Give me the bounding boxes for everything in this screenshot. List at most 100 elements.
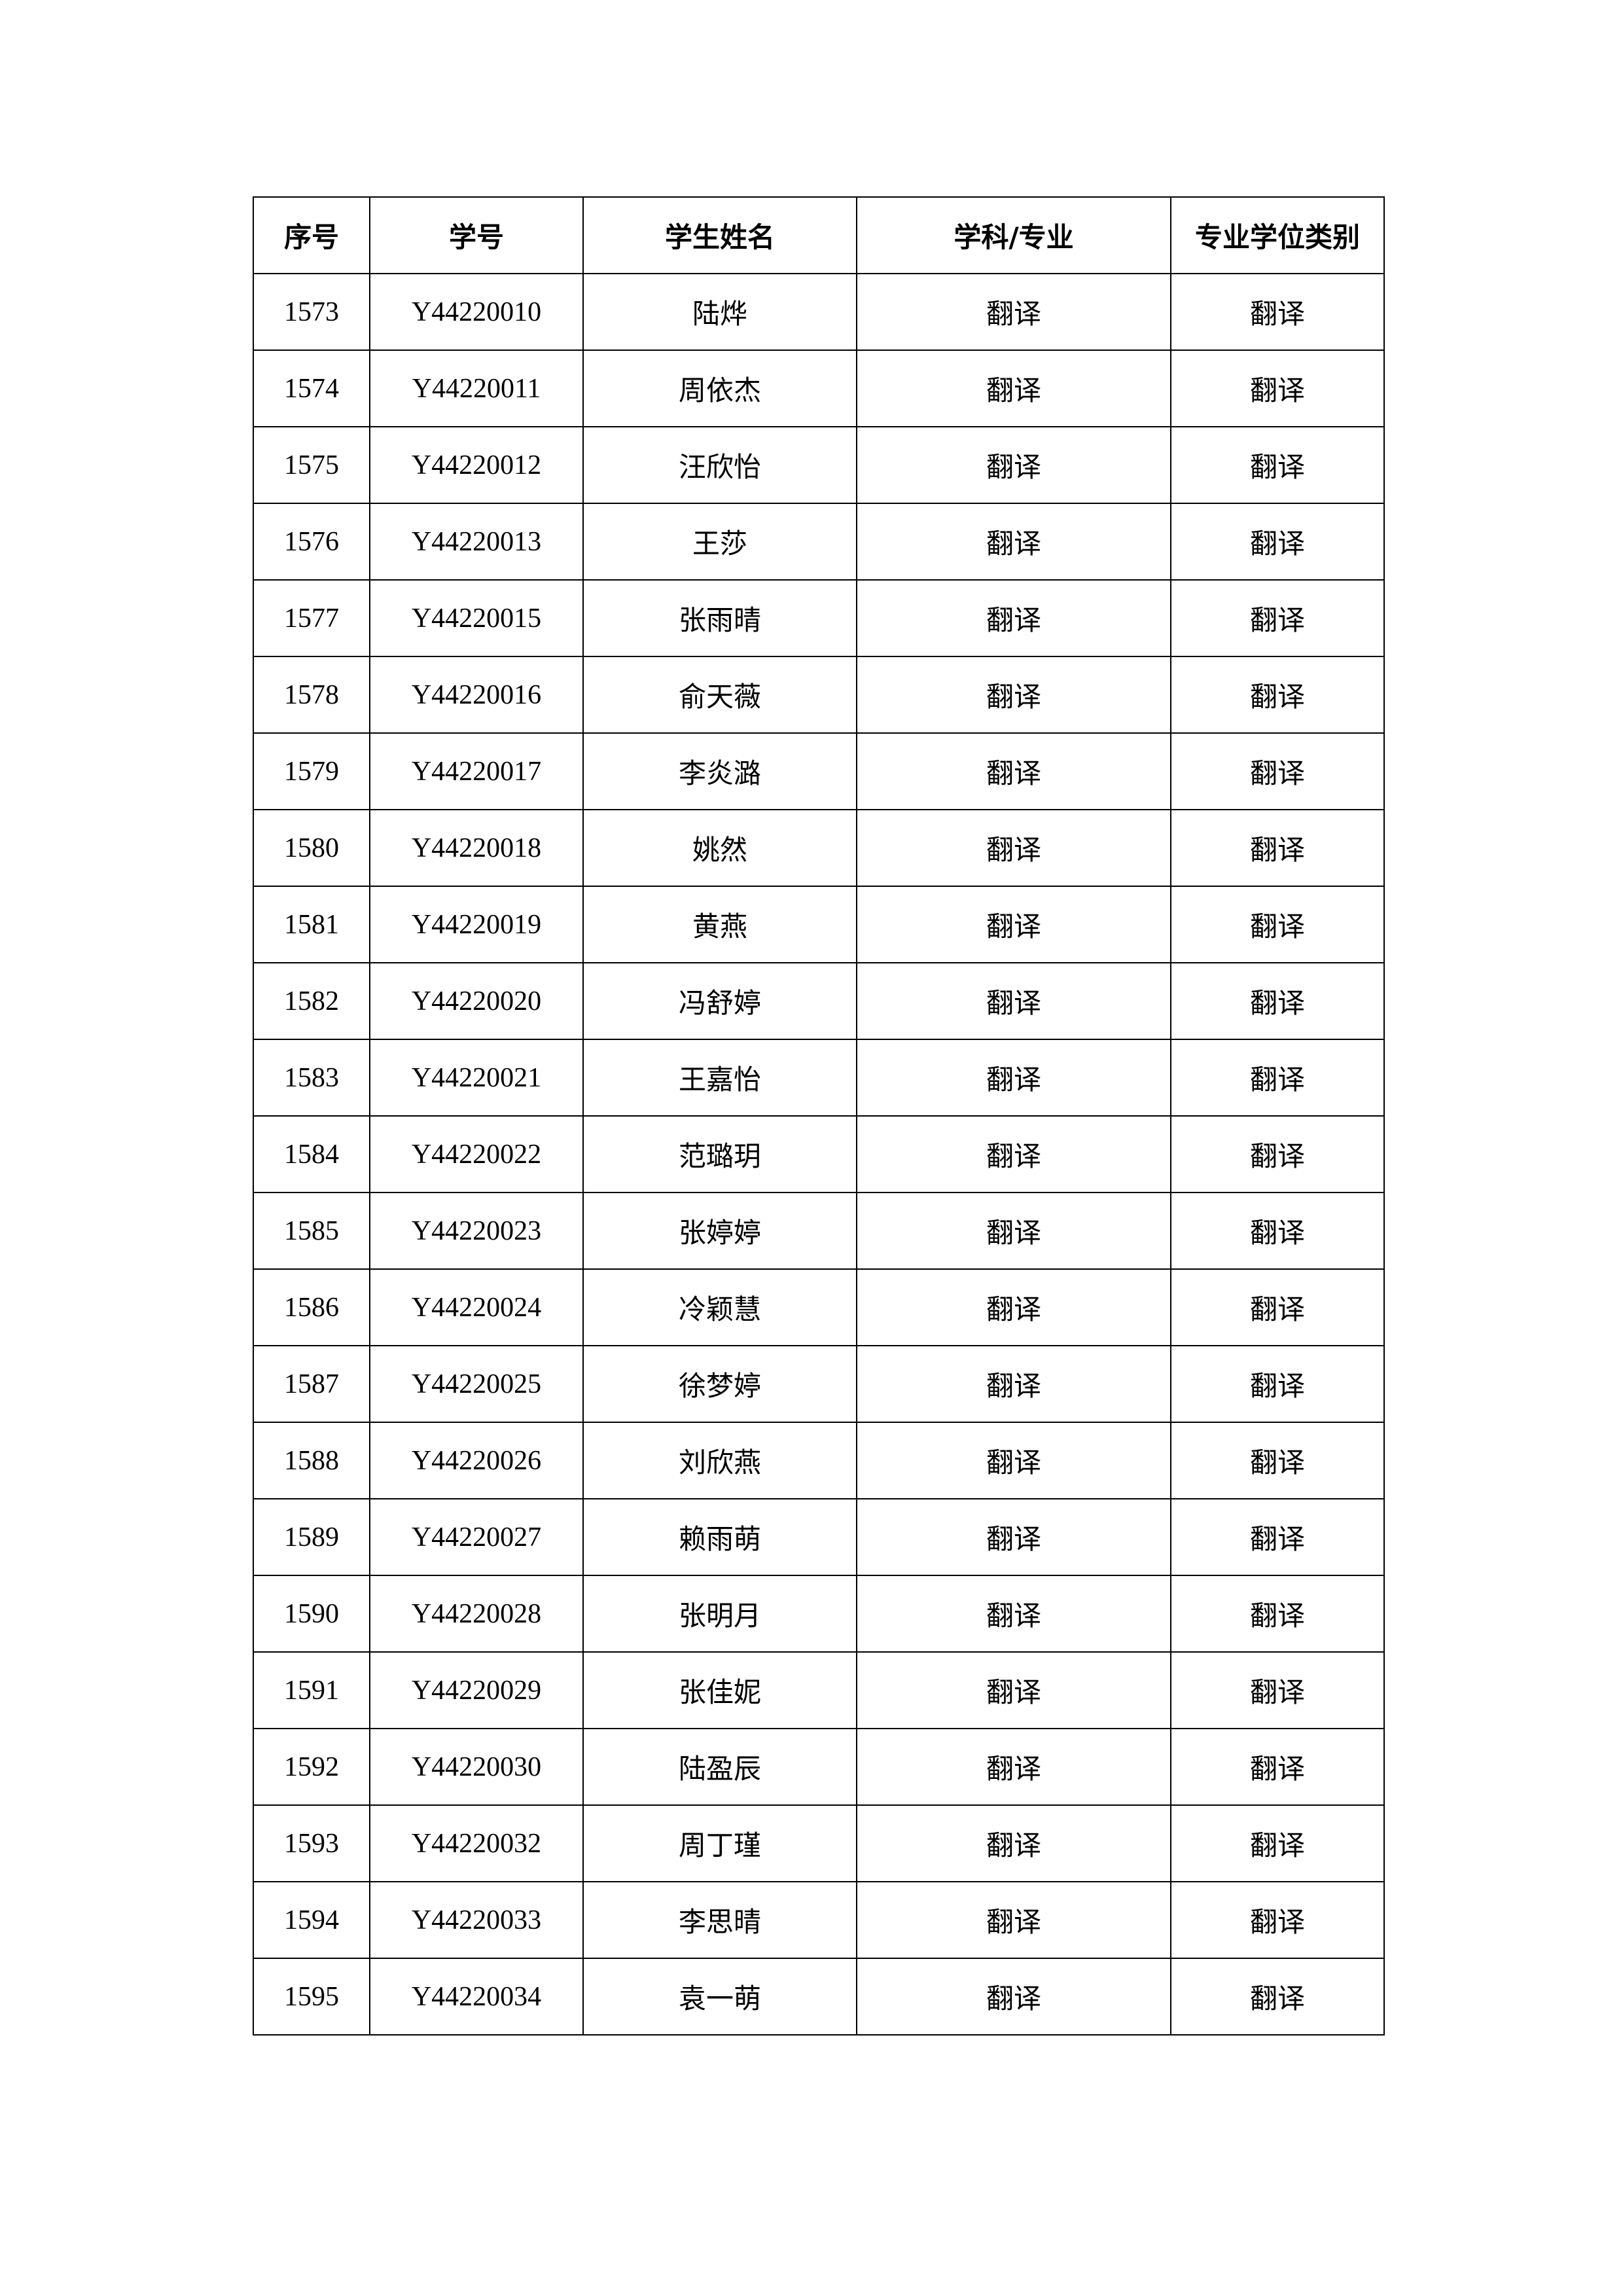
table-row: 1577 Y44220015 张雨晴 翻译 翻译 — [253, 579, 1385, 657]
cell-index: 1587 — [253, 1345, 370, 1423]
cell-degree-type: 翻译 — [1170, 1115, 1385, 1193]
cell-student-name: 王嘉怡 — [582, 1039, 857, 1117]
cell-degree-type: 翻译 — [1170, 656, 1385, 734]
table-row: 1582 Y44220020 冯舒婷 翻译 翻译 — [253, 962, 1385, 1040]
cell-index: 1582 — [253, 962, 370, 1040]
table-row: 1583 Y44220021 王嘉怡 翻译 翻译 — [253, 1039, 1385, 1117]
cell-degree-type: 翻译 — [1170, 1728, 1385, 1806]
student-table: 序号 学号 学生姓名 学科/专业 专业学位类别 1573 Y44220010 陆烨翻… — [253, 196, 1385, 2036]
cell-degree-type: 翻译 — [1170, 350, 1385, 427]
header-student-id: 学号 — [369, 196, 584, 274]
cell-index: 1592 — [253, 1728, 370, 1806]
cell-index: 1583 — [253, 1039, 370, 1117]
cell-major: 翻译 — [856, 1804, 1171, 1882]
cell-degree-type: 翻译 — [1170, 1192, 1385, 1270]
cell-major: 翻译 — [856, 1192, 1171, 1270]
table-header-row: 序号 学号 学生姓名 学科/专业 专业学位类别 — [253, 196, 1385, 274]
cell-student-name: 张婷婷 — [582, 1192, 857, 1270]
cell-index: 1591 — [253, 1651, 370, 1729]
cell-index: 1573 — [253, 273, 370, 351]
cell-index: 1593 — [253, 1804, 370, 1882]
table-row: 1592 Y44220030 陆盈辰 翻译 翻译 — [253, 1728, 1385, 1806]
cell-student-id: Y44220020 — [369, 962, 584, 1040]
cell-student-name: 张佳妮 — [582, 1651, 857, 1729]
cell-degree-type: 翻译 — [1170, 1039, 1385, 1117]
cell-student-name: 徐梦婷 — [582, 1345, 857, 1423]
cell-degree-type: 翻译 — [1170, 732, 1385, 810]
cell-index: 1595 — [253, 1958, 370, 2036]
cell-student-id: Y44220024 — [369, 1268, 584, 1346]
cell-student-name: 赖雨萌 — [582, 1498, 857, 1576]
cell-index: 1576 — [253, 503, 370, 581]
table-row: 1589 Y44220027 赖雨萌 翻译 翻译 — [253, 1498, 1385, 1576]
cell-index: 1589 — [253, 1498, 370, 1576]
cell-degree-type: 翻译 — [1170, 1804, 1385, 1882]
cell-major: 翻译 — [856, 962, 1171, 1040]
cell-major: 翻译 — [856, 1498, 1171, 1576]
cell-student-name: 刘欣燕 — [582, 1422, 857, 1499]
table-row: 1576 Y44220013 王莎 翻译 翻译 — [253, 503, 1385, 581]
cell-index: 1585 — [253, 1192, 370, 1270]
cell-student-id: Y44220013 — [369, 503, 584, 581]
cell-degree-type: 翻译 — [1170, 809, 1385, 887]
cell-major: 翻译 — [856, 1958, 1171, 2036]
cell-major: 翻译 — [856, 732, 1171, 810]
table-row: 1575 Y44220012 汪欣怡 翻译 翻译 — [253, 426, 1385, 504]
cell-major: 翻译 — [856, 426, 1171, 504]
cell-student-name: 冷颖慧 — [582, 1268, 857, 1346]
cell-major: 翻译 — [856, 350, 1171, 427]
header-index: 序号 — [253, 196, 370, 274]
cell-index: 1590 — [253, 1575, 370, 1653]
cell-degree-type: 翻译 — [1170, 1575, 1385, 1653]
cell-major: 翻译 — [856, 1575, 1171, 1653]
table-row: 1588 Y44220026 刘欣燕 翻译 翻译 — [253, 1422, 1385, 1499]
cell-major: 翻译 — [856, 1728, 1171, 1806]
header-degree-type: 专业学位类别 — [1170, 196, 1385, 274]
cell-degree-type: 翻译 — [1170, 579, 1385, 657]
cell-student-id: Y44220017 — [369, 732, 584, 810]
cell-index: 1574 — [253, 350, 370, 427]
table-row: 1586 Y44220024 冷颖慧 翻译 翻译 — [253, 1268, 1385, 1346]
table-row: 1573 Y44220010 陆烨 翻译 翻译 — [253, 273, 1385, 351]
cell-major: 翻译 — [856, 1422, 1171, 1499]
cell-student-id: Y44220010 — [369, 273, 584, 351]
cell-student-name: 范璐玥 — [582, 1115, 857, 1193]
cell-student-id: Y44220029 — [369, 1651, 584, 1729]
cell-major: 翻译 — [856, 809, 1171, 887]
cell-major: 翻译 — [856, 1039, 1171, 1117]
table-row: 1579 Y44220017 李炎潞 翻译 翻译 — [253, 732, 1385, 810]
cell-degree-type: 翻译 — [1170, 1881, 1385, 1959]
cell-student-id: Y44220030 — [369, 1728, 584, 1806]
cell-degree-type: 翻译 — [1170, 1651, 1385, 1729]
cell-degree-type: 翻译 — [1170, 1268, 1385, 1346]
cell-student-name: 俞天薇 — [582, 656, 857, 734]
cell-degree-type: 翻译 — [1170, 1422, 1385, 1499]
cell-index: 1581 — [253, 886, 370, 963]
cell-major: 翻译 — [856, 273, 1171, 351]
cell-student-name: 李思晴 — [582, 1881, 857, 1959]
cell-student-id: Y44220033 — [369, 1881, 584, 1959]
cell-major: 翻译 — [856, 1268, 1171, 1346]
cell-student-name: 冯舒婷 — [582, 962, 857, 1040]
cell-student-id: Y44220016 — [369, 656, 584, 734]
cell-major: 翻译 — [856, 503, 1171, 581]
cell-student-name: 陆盈辰 — [582, 1728, 857, 1806]
cell-index: 1577 — [253, 579, 370, 657]
cell-degree-type: 翻译 — [1170, 426, 1385, 504]
table-row: 1593 Y44220032 周丁瑾 翻译 翻译 — [253, 1804, 1385, 1882]
table-row: 1587 Y44220025 徐梦婷 翻译 翻译 — [253, 1345, 1385, 1423]
table-row: 1591 Y44220029 张佳妮 翻译 翻译 — [253, 1651, 1385, 1729]
cell-major: 翻译 — [856, 1881, 1171, 1959]
cell-student-name: 周丁瑾 — [582, 1804, 857, 1882]
table-row: 1585 Y44220023 张婷婷 翻译 翻译 — [253, 1192, 1385, 1270]
cell-student-id: Y44220012 — [369, 426, 584, 504]
cell-student-name: 李炎潞 — [582, 732, 857, 810]
cell-major: 翻译 — [856, 1651, 1171, 1729]
cell-degree-type: 翻译 — [1170, 962, 1385, 1040]
cell-degree-type: 翻译 — [1170, 503, 1385, 581]
cell-student-id: Y44220011 — [369, 350, 584, 427]
header-student-name: 学生姓名 — [582, 196, 857, 274]
cell-index: 1588 — [253, 1422, 370, 1499]
cell-student-id: Y44220023 — [369, 1192, 584, 1270]
cell-student-id: Y44220026 — [369, 1422, 584, 1499]
